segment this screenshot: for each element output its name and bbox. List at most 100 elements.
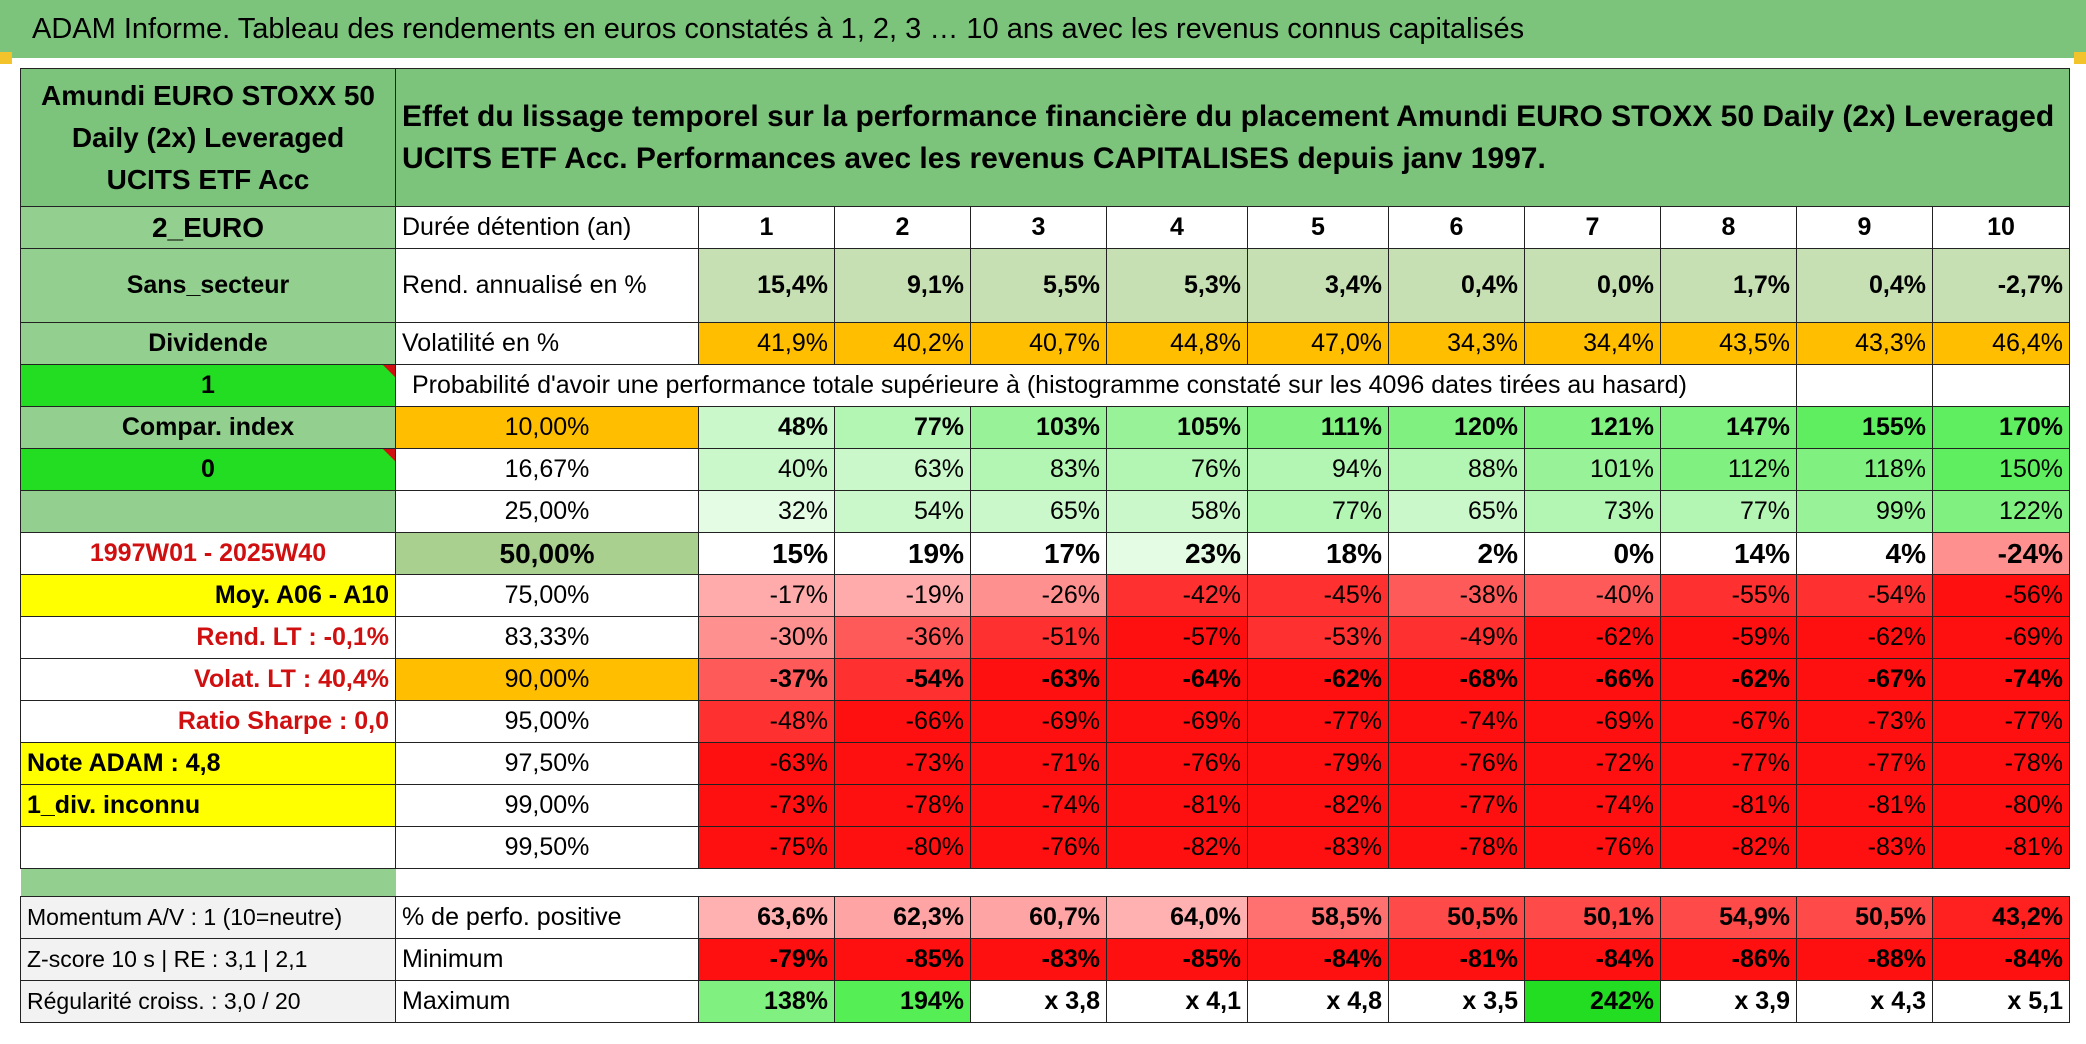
quantile-value: -80%: [834, 826, 971, 869]
min-row: Z-score 10 s | RE : 3,1 | 2,1 Minimum -79%…: [20, 938, 2070, 981]
rend-lt-label: Rend. LT : -0,1%: [20, 616, 396, 659]
quantile-label: 50,00%: [395, 532, 699, 575]
quantile-value: -79%: [1247, 742, 1389, 785]
year-header: 7: [1524, 206, 1661, 249]
description: Effet du lissage temporel sur la perform…: [395, 68, 2070, 207]
quantile-value: -82%: [1247, 784, 1389, 827]
proba-heading-row: 1 Probabilité d'avoir une performance tot…: [20, 364, 2070, 407]
quantile-row: Rend. LT : -0,1% 83,33% -30% -36% -51% -57% -5…: [20, 616, 2070, 659]
pos-value: 50,1%: [1524, 896, 1661, 939]
min-value: -86%: [1660, 938, 1797, 981]
pos-row: Momentum A/V : 1 (10=neutre)% de perfo. …: [20, 896, 2070, 939]
quantile-value: 77%: [1660, 490, 1797, 533]
quantile-value: -74%: [970, 784, 1107, 827]
empty-cell: [1932, 364, 2070, 407]
max-value: 242%: [1524, 980, 1661, 1023]
year-header: 1: [698, 206, 835, 249]
vol-value: 41,9%: [698, 322, 835, 365]
min-value: -84%: [1524, 938, 1661, 981]
quantile-value: -74%: [1524, 784, 1661, 827]
compar-label: Compar. index: [20, 406, 396, 449]
quantile-value: -81%: [1796, 784, 1933, 827]
quantile-value: -69%: [970, 700, 1107, 743]
max-label: Maximum: [395, 980, 699, 1023]
quantile-value: -74%: [1932, 658, 2070, 701]
quantile-value: 2%: [1388, 532, 1525, 575]
quantile-value: -77%: [1247, 700, 1389, 743]
quantile-value: -71%: [970, 742, 1107, 785]
zero-flag: 0: [20, 448, 396, 491]
quantile-value: -36%: [834, 616, 971, 659]
quantile-value: -62%: [1247, 658, 1389, 701]
min-value: -85%: [834, 938, 971, 981]
quantile-value: 105%: [1106, 406, 1248, 449]
max-value: x 3,9: [1660, 980, 1797, 1023]
quantile-value: -40%: [1524, 574, 1661, 617]
max-value: x 3,8: [970, 980, 1107, 1023]
dividend-label: Dividende: [20, 322, 396, 365]
quantile-value: -78%: [834, 784, 971, 827]
quantile-row: 1997W01 - 2025W40 50,00% 15% 19% 17% 23% 18% 2%…: [20, 532, 2070, 575]
quantile-value: -37%: [698, 658, 835, 701]
empty-cell: [20, 490, 396, 533]
one-flag: 1: [20, 364, 396, 407]
quantile-value: 19%: [834, 532, 971, 575]
sharpe-label: Ratio Sharpe : 0,0: [20, 700, 396, 743]
quantile-row: Ratio Sharpe : 0,0 95,00% -48% -66% -69% -69%…: [20, 700, 2070, 743]
quantile-value: -54%: [1796, 574, 1933, 617]
vol-value: 43,5%: [1660, 322, 1797, 365]
vol-value: 34,4%: [1524, 322, 1661, 365]
quantile-value: -83%: [1796, 826, 1933, 869]
years-row: 2_EURO Durée détention (an) 1 2 3 4 5 6 7 8 9 10: [20, 206, 2070, 249]
empty-cell: [20, 826, 396, 869]
max-value: 194%: [834, 980, 971, 1023]
year-header: 2: [834, 206, 971, 249]
quantile-value: 77%: [1247, 490, 1389, 533]
quantile-value: -81%: [1660, 784, 1797, 827]
quantile-value: 4%: [1796, 532, 1933, 575]
rend-value: 0,4%: [1388, 248, 1525, 323]
quantile-value: -54%: [834, 658, 971, 701]
quantile-row: Note ADAM : 4,8 97,50% -63% -73% -71% -76% -79…: [20, 742, 2070, 785]
regularite-label: Régularité croiss. : 3,0 / 20: [20, 980, 396, 1023]
quantile-value: 17%: [970, 532, 1107, 575]
year-header: 8: [1660, 206, 1797, 249]
year-header: 10: [1932, 206, 2070, 249]
quantile-value: -53%: [1247, 616, 1389, 659]
quantile-value: 111%: [1247, 406, 1389, 449]
quantile-value: -17%: [698, 574, 835, 617]
quantile-row: Compar. index 10,00% 48% 77% 103% 105% 111% 120…: [20, 406, 2070, 449]
quantile-value: -62%: [1524, 616, 1661, 659]
rend-row: Sans_secteur Rend. annualisé en % 15,4% 9,1…: [20, 248, 2070, 323]
spacer-cell: [395, 868, 2070, 897]
quantile-value: -77%: [1388, 784, 1525, 827]
quantile-value: -81%: [1932, 826, 2070, 869]
quantile-value: -75%: [698, 826, 835, 869]
year-header: 3: [970, 206, 1107, 249]
quantile-value: 63%: [834, 448, 971, 491]
quantile-row: Moy. A06 - A10 75,00% -17% -19% -26% -42% -45%…: [20, 574, 2070, 617]
vol-label: Volatilité en %: [395, 322, 699, 365]
quantile-value: -30%: [698, 616, 835, 659]
duree-label: Durée détention (an): [395, 206, 699, 249]
quantile-value: 77%: [834, 406, 971, 449]
min-value: -84%: [1932, 938, 2070, 981]
corner-marker: [0, 52, 12, 64]
vol-value: 40,2%: [834, 322, 971, 365]
year-header: 9: [1796, 206, 1933, 249]
zscore-label: Z-score 10 s | RE : 3,1 | 2,1: [20, 938, 396, 981]
quantile-value: -76%: [1388, 742, 1525, 785]
quantile-value: 101%: [1524, 448, 1661, 491]
rend-value: 15,4%: [698, 248, 835, 323]
rend-value: 1,7%: [1660, 248, 1797, 323]
quantile-value: -59%: [1660, 616, 1797, 659]
quantile-value: -64%: [1106, 658, 1248, 701]
volat-lt-label: Volat. LT : 40,4%: [20, 658, 396, 701]
pos-value: 54,9%: [1660, 896, 1797, 939]
max-value: x 3,5: [1388, 980, 1525, 1023]
quantile-value: -57%: [1106, 616, 1248, 659]
quantile-label: 16,67%: [395, 448, 699, 491]
quantile-value: -67%: [1660, 700, 1797, 743]
max-row: Régularité croiss. : 3,0 / 20 Maximum 138%…: [20, 980, 2070, 1023]
period-label: 1997W01 - 2025W40: [20, 532, 396, 575]
